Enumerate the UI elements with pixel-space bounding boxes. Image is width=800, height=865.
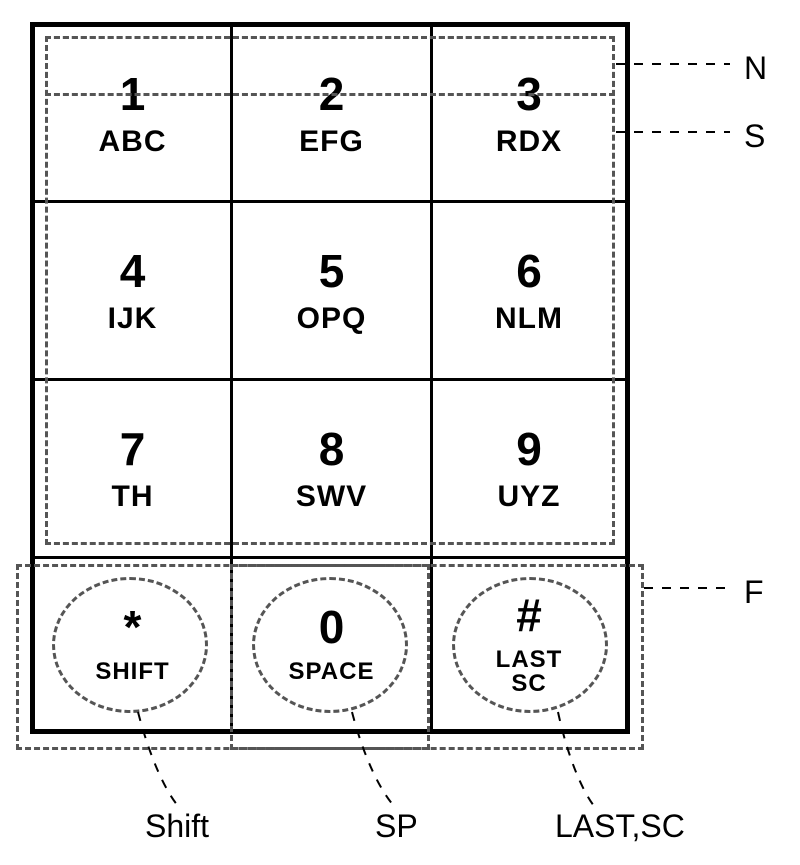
key-8[interactable]: 8 SWV (230, 378, 430, 556)
key-8-letters: SWV (296, 482, 367, 512)
key-hash-letters: LASTSC (496, 648, 563, 696)
key-star[interactable]: * SHIFT (30, 556, 230, 734)
key-9[interactable]: 9 UYZ (430, 378, 630, 556)
key-8-digit: 8 (319, 426, 345, 472)
key-2[interactable]: 2 EFG (230, 22, 430, 200)
key-0-letters: SPACE (289, 660, 375, 684)
label-S: S (744, 118, 765, 155)
key-4-letters: IJK (108, 304, 158, 334)
key-4-digit: 4 (120, 248, 146, 294)
key-9-letters: UYZ (498, 482, 561, 512)
label-SP: SP (375, 808, 418, 845)
key-star-letters: SHIFT (95, 660, 169, 684)
key-2-letters: EFG (299, 127, 364, 157)
key-7[interactable]: 7 TH (30, 378, 230, 556)
key-1[interactable]: 1 ABC (30, 22, 230, 200)
label-Shift: Shift (145, 808, 209, 845)
key-1-letters: ABC (99, 127, 167, 157)
key-5-letters: OPQ (297, 304, 367, 334)
key-0[interactable]: 0 SPACE (230, 556, 430, 734)
key-6[interactable]: 6 NLM (430, 200, 630, 378)
key-7-digit: 7 (120, 426, 146, 472)
key-3-letters: RDX (496, 127, 562, 157)
key-hash[interactable]: # LASTSC (430, 556, 630, 734)
keypad: 1 ABC 2 EFG 3 RDX 4 IJK 5 OPQ 6 NLM 7 TH 8 SWV 9 UYZ * SHIF… (30, 22, 630, 734)
key-hash-digit: # (516, 592, 542, 638)
key-3[interactable]: 3 RDX (430, 22, 630, 200)
key-1-digit: 1 (120, 71, 146, 117)
key-6-digit: 6 (516, 248, 542, 294)
keypad-grid: 1 ABC 2 EFG 3 RDX 4 IJK 5 OPQ 6 NLM 7 TH 8 SWV 9 UYZ * SHIF… (30, 22, 630, 734)
key-4[interactable]: 4 IJK (30, 200, 230, 378)
key-7-letters: TH (112, 482, 154, 512)
key-3-digit: 3 (516, 71, 542, 117)
label-F: F (744, 574, 764, 611)
label-N: N (744, 50, 767, 87)
key-star-digit: * (124, 604, 142, 650)
label-LAST: LAST,SC (555, 808, 685, 845)
key-6-letters: NLM (495, 304, 563, 334)
key-2-digit: 2 (319, 71, 345, 117)
key-5[interactable]: 5 OPQ (230, 200, 430, 378)
key-0-digit: 0 (319, 604, 345, 650)
key-9-digit: 9 (516, 426, 542, 472)
diagram-stage: 1 ABC 2 EFG 3 RDX 4 IJK 5 OPQ 6 NLM 7 TH 8 SWV 9 UYZ * SHIF… (0, 0, 800, 865)
key-5-digit: 5 (319, 248, 345, 294)
